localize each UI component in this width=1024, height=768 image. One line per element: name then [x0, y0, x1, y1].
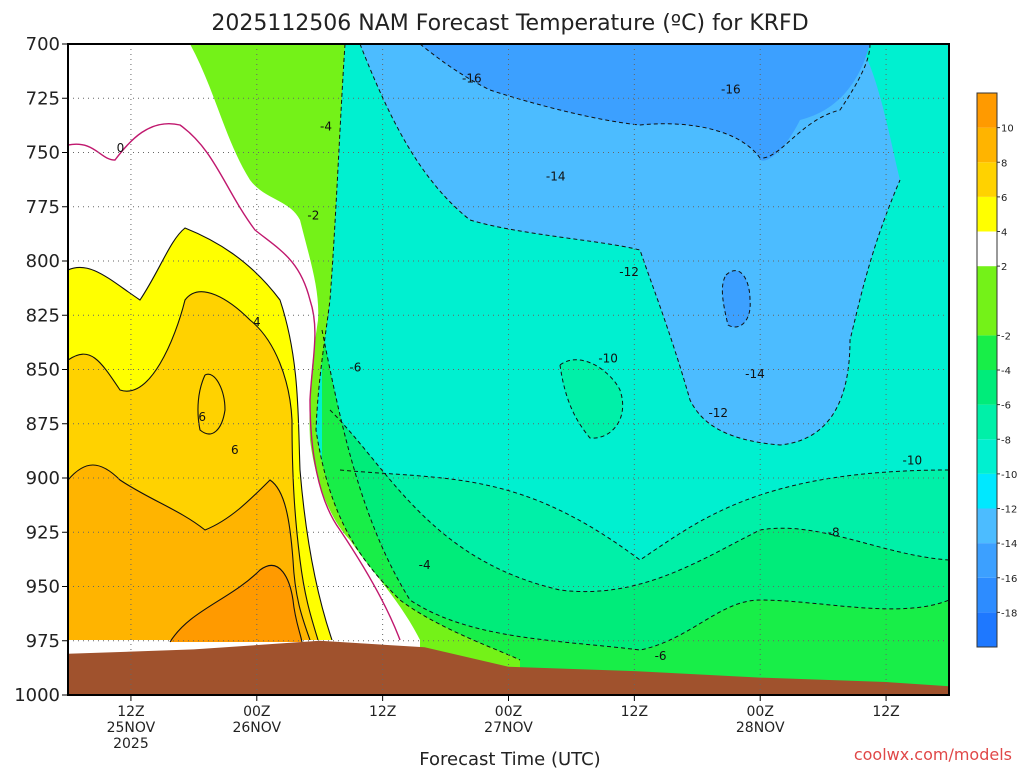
pressure-tick-label: 925	[26, 522, 60, 543]
pressure-tick-label: 700	[26, 34, 60, 55]
colorbar-swatch	[977, 370, 997, 405]
colorbar-label: 4	[1001, 228, 1007, 239]
time-tick-label: 00Z	[243, 704, 270, 720]
contour-label: -10	[902, 454, 922, 468]
colorbar-label: -2	[1001, 331, 1011, 342]
pressure-tick-label: 725	[26, 88, 60, 109]
band-m16-m14	[420, 44, 870, 161]
colorbar-label: -16	[1001, 574, 1017, 585]
colorbar-label: -10	[1001, 470, 1017, 481]
freezing-isoline	[68, 123, 401, 641]
pressure-axis: 700 725 750 775 800 825 850 875 900 925 950 975 1000	[14, 34, 68, 706]
colorbar-swatch	[977, 127, 997, 163]
colorbar-swatch	[977, 577, 997, 613]
time-tick-label: 00Z	[495, 704, 522, 720]
colorbar-swatch	[977, 231, 997, 267]
colorbar-swatch	[977, 612, 997, 647]
time-tick-label: 12Z	[117, 704, 144, 720]
negative-isolines	[315, 44, 949, 661]
colorbar-label: -18	[1001, 608, 1017, 619]
band-m16-m14-pocket	[722, 270, 751, 328]
colorbar-label: -12	[1001, 505, 1017, 516]
colorbar-swatch	[977, 93, 997, 128]
colorbar: -18 -16 -14 -12 -10 -8 -6 -4 -2 2 4 6 8 10	[976, 92, 1017, 648]
time-tick-label: 12Z	[621, 704, 648, 720]
colorbar-label: 6	[1001, 193, 1007, 204]
time-tick-label: 00Z	[747, 704, 774, 720]
contour-label: -14	[745, 367, 765, 381]
pressure-tick-label: 900	[26, 468, 60, 489]
contour-label: 6	[231, 443, 239, 457]
time-tick-label: 12Z	[369, 704, 396, 720]
colorbar-label: -14	[1001, 539, 1017, 550]
colorbar-swatch	[977, 439, 997, 474]
contour-label: -12	[708, 406, 728, 420]
contour-label: 6	[198, 410, 206, 424]
colorbar-swatch	[977, 266, 997, 336]
time-tick-label: 25NOV	[107, 720, 156, 736]
colorbar-swatch	[977, 196, 997, 232]
colorbar-label: -6	[1001, 401, 1011, 412]
colorbar-swatch	[977, 473, 997, 509]
contour-label: 4	[253, 315, 261, 329]
pressure-tick-label: 825	[26, 305, 60, 326]
pressure-tick-label: 850	[26, 360, 60, 381]
credit-link[interactable]: coolwx.com/models	[854, 745, 1012, 764]
band-m6-m4	[322, 330, 949, 695]
colorbar-swatch	[977, 404, 997, 440]
contour-label: -16	[462, 72, 482, 86]
pressure-tick-label: 775	[26, 197, 60, 218]
time-tick-label: 2025	[113, 736, 149, 752]
colorbar-label: 10	[1001, 124, 1014, 135]
x-axis-label: Forecast Time (UTC)	[419, 749, 600, 768]
contour-label: 0	[117, 141, 125, 155]
contour-label: -14	[546, 169, 566, 183]
time-tick-label: 27NOV	[484, 720, 533, 736]
pressure-tick-label: 875	[26, 414, 60, 435]
colorbar-label: -8	[1001, 435, 1011, 446]
band-m12-m10-island	[560, 359, 623, 439]
pressure-tick-label: 975	[26, 631, 60, 652]
contour-label: -12	[619, 265, 639, 279]
contour-label: -6	[349, 360, 361, 374]
contour-label: -4	[320, 119, 332, 133]
contour-label: -4	[419, 558, 431, 572]
band-p8-p10	[170, 565, 302, 642]
contour-label: -10	[598, 352, 618, 366]
pressure-tick-label: 950	[26, 577, 60, 598]
ground-surface	[68, 640, 949, 695]
time-tick-label: 28NOV	[736, 720, 785, 736]
pressure-tick-label: 800	[26, 251, 60, 272]
colorbar-swatch	[977, 162, 997, 197]
time-tick-label: 26NOV	[232, 720, 281, 736]
contour-label: -6	[655, 649, 667, 663]
chart-title: 2025112506 NAM Forecast Temperature (ºC)…	[211, 11, 808, 36]
pressure-tick-label: 1000	[14, 685, 60, 706]
colorbar-label: 2	[1001, 262, 1007, 273]
time-tick-label: 12Z	[872, 704, 899, 720]
colorbar-swatch	[977, 335, 997, 370]
contour-label: -16	[721, 83, 741, 97]
positive-isolines	[68, 227, 333, 643]
colorbar-swatch	[977, 543, 997, 578]
contour-label: -2	[307, 208, 319, 222]
grid-lines	[68, 44, 949, 695]
colorbar-label: -4	[1001, 366, 1011, 377]
colorbar-swatch	[977, 508, 997, 544]
colorbar-label: 8	[1001, 158, 1007, 169]
pressure-tick-label: 750	[26, 143, 60, 164]
